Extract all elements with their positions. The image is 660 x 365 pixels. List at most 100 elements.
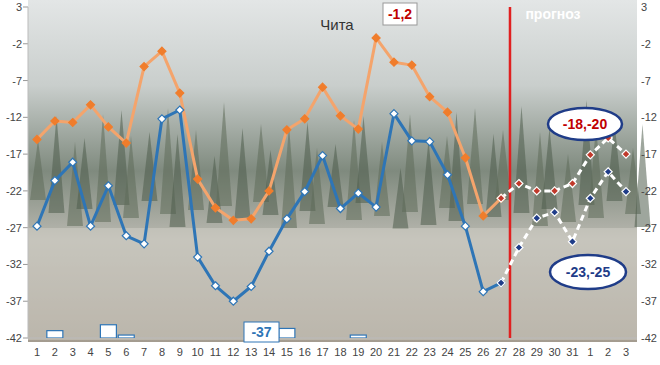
annotation-text: -23,-25 <box>566 264 611 280</box>
x-tick-label: 4 <box>87 346 93 358</box>
y-tick-label-right: -42 <box>641 332 657 344</box>
x-tick-label: 26 <box>477 346 489 358</box>
series-marker <box>176 89 184 97</box>
annotation-text: прогноз <box>525 6 580 22</box>
series-marker <box>247 283 255 291</box>
series-marker <box>479 288 487 296</box>
series-marker <box>444 108 452 116</box>
series-marker <box>497 194 505 202</box>
series-marker <box>229 297 237 305</box>
series-marker <box>158 47 166 55</box>
series-marker <box>87 222 95 230</box>
series-marker <box>104 182 112 190</box>
series-marker <box>51 117 59 125</box>
annotation-text: -1,2 <box>388 6 412 22</box>
x-tick-label: 10 <box>192 346 204 358</box>
series-marker <box>372 203 380 211</box>
background-tree <box>514 106 530 213</box>
y-tick-label-right: -2 <box>641 38 651 50</box>
series-marker <box>265 187 273 195</box>
series-marker <box>211 282 219 290</box>
series-marker <box>354 189 362 197</box>
series-marker <box>194 253 202 261</box>
y-tick-label-right: -22 <box>641 185 657 197</box>
series-marker <box>336 112 344 120</box>
series-marker <box>551 187 559 195</box>
series-marker <box>568 180 576 188</box>
y-tick <box>23 43 28 44</box>
background-snow <box>28 228 637 340</box>
x-tick-label: 21 <box>388 346 400 358</box>
x-tick-label: 5 <box>105 346 111 358</box>
series-marker <box>69 118 77 126</box>
x-tick-label: 15 <box>281 346 293 358</box>
y-tick <box>23 301 28 302</box>
series-marker <box>426 138 434 146</box>
forecast-divider <box>509 7 512 338</box>
background-tree <box>235 128 251 219</box>
x-tick-label: 24 <box>441 346 453 358</box>
y-tick-label: -17 <box>6 148 22 160</box>
series-marker <box>551 208 559 216</box>
y-tick-label-right: -7 <box>641 75 651 87</box>
series-marker <box>336 205 344 213</box>
series-marker <box>87 101 95 109</box>
series-marker <box>319 152 327 160</box>
series-marker <box>354 125 362 133</box>
background-tree <box>30 140 46 200</box>
series-marker <box>122 139 130 147</box>
series-marker <box>69 158 77 166</box>
x-tick-label: 3 <box>623 346 629 358</box>
annotation: прогноз <box>525 6 580 22</box>
chart-svg: 33-2-2-7-7-12-12-17-17-22-22-27-27-32-32… <box>0 0 660 365</box>
series-marker <box>265 247 273 255</box>
series-marker <box>622 150 630 158</box>
x-tick-label: 30 <box>548 346 560 358</box>
series-marker <box>390 110 398 118</box>
y-tick-label: -2 <box>12 38 22 50</box>
x-tick-label: 27 <box>495 346 507 358</box>
y-tick <box>23 264 28 265</box>
annotation: -1,2 <box>383 3 417 25</box>
x-tick-label: 14 <box>263 346 275 358</box>
x-tick-label: 11 <box>210 346 221 358</box>
y-tick <box>23 338 28 339</box>
x-tick-label: 13 <box>245 346 257 358</box>
plot-marks <box>33 34 630 338</box>
background-tree <box>49 116 65 213</box>
series-marker <box>461 222 469 230</box>
series-line <box>501 138 626 198</box>
background-tree <box>560 154 576 222</box>
x-tick-label: 20 <box>370 346 382 358</box>
y-tick <box>23 117 28 118</box>
background-tree <box>216 102 232 206</box>
series-marker <box>51 177 59 185</box>
x-tick-label: 1 <box>587 346 593 358</box>
annotation-text: -18,-20 <box>563 116 608 132</box>
y-tick-label-right: -17 <box>641 148 657 160</box>
y-tick-label-right: -12 <box>641 111 657 123</box>
y-tick-label: -32 <box>6 258 22 270</box>
annotation-box <box>383 3 417 25</box>
annotation-box <box>244 322 279 342</box>
series-marker <box>211 204 219 212</box>
y-tick-label: 3 <box>16 1 22 13</box>
annotation: -23,-25 <box>550 255 626 289</box>
background-tree <box>123 136 139 218</box>
series-marker <box>283 126 291 134</box>
series-marker <box>140 63 148 71</box>
annotation: -37 <box>244 322 279 342</box>
series-marker <box>426 93 434 101</box>
precip-bar <box>279 328 295 338</box>
series-marker <box>444 171 452 179</box>
x-tick-label: 8 <box>159 346 165 358</box>
background-tree <box>495 130 511 200</box>
series-marker <box>515 244 523 252</box>
series-marker <box>586 194 594 202</box>
series-marker <box>372 34 380 42</box>
series-marker <box>283 215 291 223</box>
series-marker <box>158 115 166 123</box>
series-line <box>37 110 501 301</box>
y-tick-label: -22 <box>6 185 22 197</box>
series-marker <box>176 106 184 114</box>
